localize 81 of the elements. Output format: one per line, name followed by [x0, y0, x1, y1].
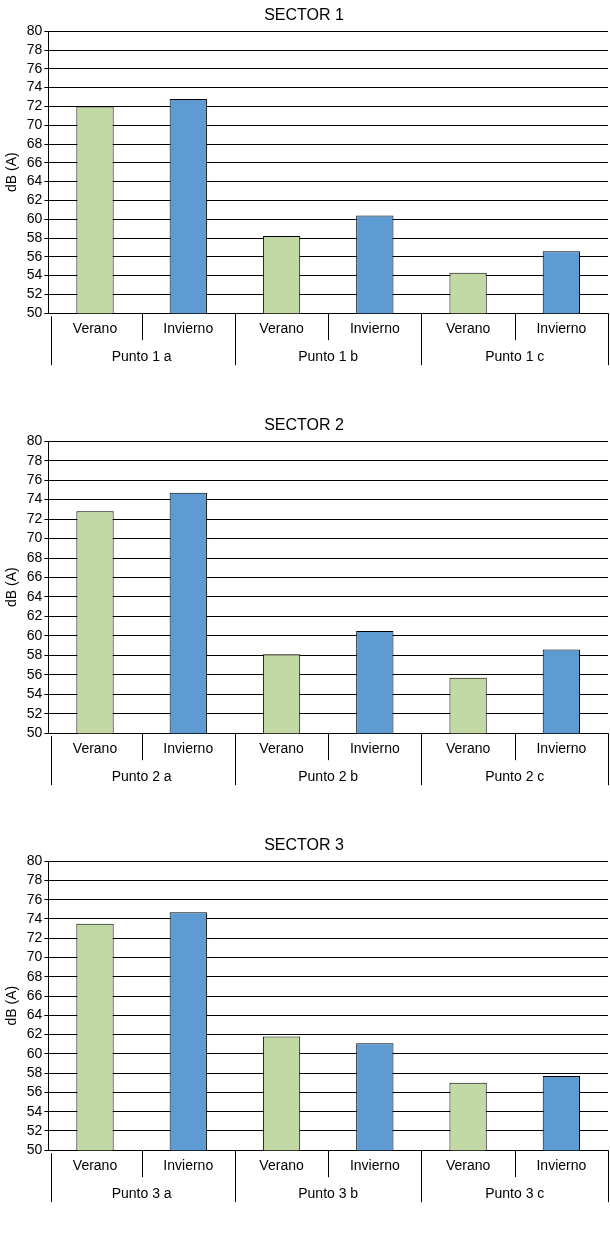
- text: Invierno: [163, 320, 214, 337]
- text: Verano: [259, 740, 304, 757]
- x-tick-label: Punto 1 c: [485, 348, 545, 365]
- y-tick-label: 68: [26, 967, 43, 984]
- y-tick-label: 68: [26, 548, 43, 565]
- y-tick-label: 54: [26, 1102, 43, 1119]
- chart-title: SECTOR 3: [264, 836, 344, 854]
- y-tick-label: 76: [26, 59, 43, 76]
- y-tick-label: 50: [26, 724, 43, 741]
- text: Invierno: [163, 740, 214, 757]
- x-tick-label: Punto 2 b: [298, 768, 359, 785]
- y-tick-label: 56: [26, 665, 43, 682]
- series-label: Verano: [445, 320, 491, 337]
- series-label: Invierno: [349, 1157, 400, 1174]
- y-tick-label: 70: [26, 529, 43, 546]
- chart-title: SECTOR 2: [264, 416, 344, 434]
- x-tick-label: Punto 2 a: [111, 768, 172, 785]
- y-tick-label: 80: [26, 852, 43, 869]
- text: Verano: [72, 320, 118, 337]
- y-tick-label: 52: [26, 1121, 43, 1138]
- y-tick-label: 54: [26, 266, 43, 283]
- y-tick-label: 66: [26, 986, 43, 1003]
- y-tick-label: 74: [26, 909, 43, 926]
- y-tick-label: 58: [26, 228, 43, 245]
- y-axis-title: dB (A): [3, 985, 20, 1026]
- y-axis-title: dB (A): [3, 567, 20, 608]
- y-tick-label: 70: [26, 948, 43, 965]
- y-tick-label: 76: [26, 890, 43, 907]
- x-tick-label: Punto 1 a: [111, 348, 172, 365]
- y-tick-label: 50: [26, 304, 43, 321]
- y-tick-label: 74: [26, 78, 43, 95]
- y-tick-label: 80: [26, 22, 43, 39]
- y-axis-title: dB (A): [3, 152, 20, 193]
- y-tick-label: 56: [26, 247, 43, 264]
- y-tick-label: 54: [26, 685, 43, 702]
- y-tick-label: 60: [26, 210, 43, 227]
- y-tick-label: 78: [26, 40, 43, 57]
- text: Verano: [259, 1157, 304, 1174]
- y-tick-label: 50: [26, 1141, 43, 1158]
- y-tick-label: 68: [26, 134, 43, 151]
- y-tick-label: 56: [26, 1083, 43, 1100]
- text: Invierno: [536, 320, 587, 337]
- y-tick-label: 64: [26, 1006, 43, 1023]
- y-tick-label: 60: [26, 626, 43, 643]
- y-tick-label: 52: [26, 285, 43, 302]
- y-tick-label: 60: [26, 1044, 43, 1061]
- y-tick-label: 78: [26, 871, 43, 888]
- series-label: Invierno: [349, 740, 400, 757]
- y-tick-label: 74: [26, 490, 43, 507]
- y-tick-label: 66: [26, 153, 43, 170]
- text: Verano: [72, 1157, 118, 1174]
- y-tick-label: 58: [26, 646, 43, 663]
- x-tick-label: Punto 3 a: [111, 1185, 172, 1202]
- y-tick-label: 72: [26, 97, 43, 114]
- text: Invierno: [163, 1157, 214, 1174]
- y-tick-label: 72: [26, 929, 43, 946]
- x-tick-label: Punto 1 b: [298, 348, 359, 365]
- x-tick-label: Punto 3 c: [485, 1185, 545, 1202]
- x-tick-label: Punto 2 c: [485, 768, 545, 785]
- series-label: Verano: [445, 1157, 491, 1174]
- y-tick-label: 64: [26, 172, 43, 189]
- series-label: Verano: [445, 740, 491, 757]
- y-tick-label: 64: [26, 587, 43, 604]
- text: Invierno: [536, 1157, 587, 1174]
- text: Verano: [259, 320, 304, 337]
- y-tick-label: 62: [26, 191, 43, 208]
- y-tick-label: 52: [26, 704, 43, 721]
- y-tick-label: 70: [26, 116, 43, 133]
- chart-title: SECTOR 1: [264, 6, 344, 24]
- text: Invierno: [536, 740, 587, 757]
- x-tick-label: Punto 3 b: [298, 1185, 359, 1202]
- y-tick-label: 62: [26, 607, 43, 624]
- y-tick-label: 58: [26, 1063, 43, 1080]
- y-tick-label: 66: [26, 568, 43, 585]
- y-tick-label: 78: [26, 451, 43, 468]
- y-tick-label: 62: [26, 1025, 43, 1042]
- text: Verano: [72, 740, 118, 757]
- y-tick-label: 76: [26, 470, 43, 487]
- y-tick-label: 80: [26, 432, 43, 449]
- y-tick-label: 72: [26, 509, 43, 526]
- series-label: Invierno: [349, 320, 400, 337]
